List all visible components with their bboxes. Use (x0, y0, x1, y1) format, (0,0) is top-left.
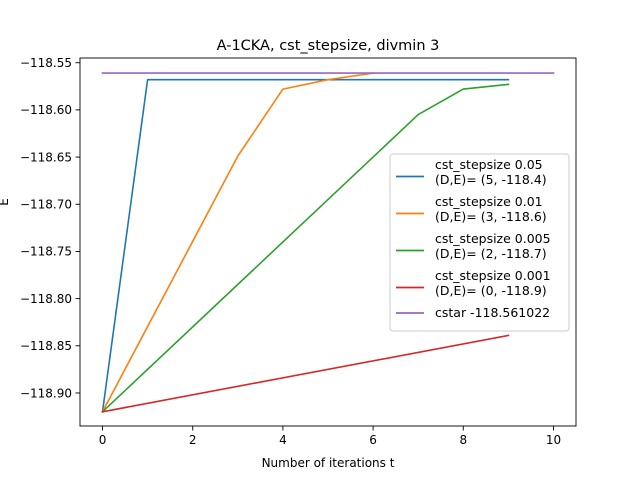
legend-label-3-1: (D,E)= (0, -118.9) (435, 283, 547, 298)
legend-label-3-0: cst_stepsize 0.001 (435, 268, 551, 283)
series-line-1 (101, 72, 375, 413)
x-axis-label: Number of iterations t (262, 456, 395, 470)
y-tick-label-2: −118.80 (20, 292, 72, 306)
x-tick-label-2: 4 (279, 433, 287, 447)
series-line-2 (101, 83, 510, 413)
legend-label-0-0: cst_stepsize 0.05 (435, 157, 543, 172)
y-tick-label-3: −118.75 (20, 245, 72, 259)
series-line-0 (101, 78, 510, 413)
x-tick-label-4: 8 (459, 433, 467, 447)
legend-label-1-0: cst_stepsize 0.01 (435, 194, 543, 209)
y-tick-label-5: −118.65 (20, 150, 72, 164)
y-tick-label-7: −118.55 (20, 56, 72, 70)
x-tick-label-1: 2 (189, 433, 197, 447)
plot-frame (79, 57, 577, 427)
legend-label-2-1: (D,E)= (2, -118.7) (435, 246, 547, 261)
series-line-3 (101, 334, 510, 413)
y-tick-label-6: −118.60 (20, 103, 72, 117)
plot-area (101, 72, 555, 413)
x-tick-label-5: 10 (546, 433, 561, 447)
axes: 0 2 4 6 8 10 −118.90 −118.85 −118.80 −118.75 −118.… (20, 56, 577, 447)
legend-label-4-0: cstar -118.561022 (435, 305, 550, 320)
x-tick-label-0: 0 (99, 433, 107, 447)
y-axis-label: E (0, 198, 11, 206)
y-tick-label-0: −118.90 (20, 386, 72, 400)
legend-label-0-1: (D,E)= (5, -118.4) (435, 172, 547, 187)
y-tick-label-4: −118.70 (20, 198, 72, 212)
legend: cst_stepsize 0.05(D,E)= (5, -118.4) cst_s… (389, 153, 570, 332)
legend-label-1-1: (D,E)= (3, -118.6) (435, 209, 547, 224)
legend-box (389, 153, 570, 332)
y-tick-label-1: −118.85 (20, 339, 72, 353)
legend-label-2-0: cst_stepsize 0.005 (435, 231, 551, 246)
chart-title: A-1CKA, cst_stepsize, divmin 3 (217, 38, 440, 54)
x-tick-label-3: 6 (369, 433, 377, 447)
